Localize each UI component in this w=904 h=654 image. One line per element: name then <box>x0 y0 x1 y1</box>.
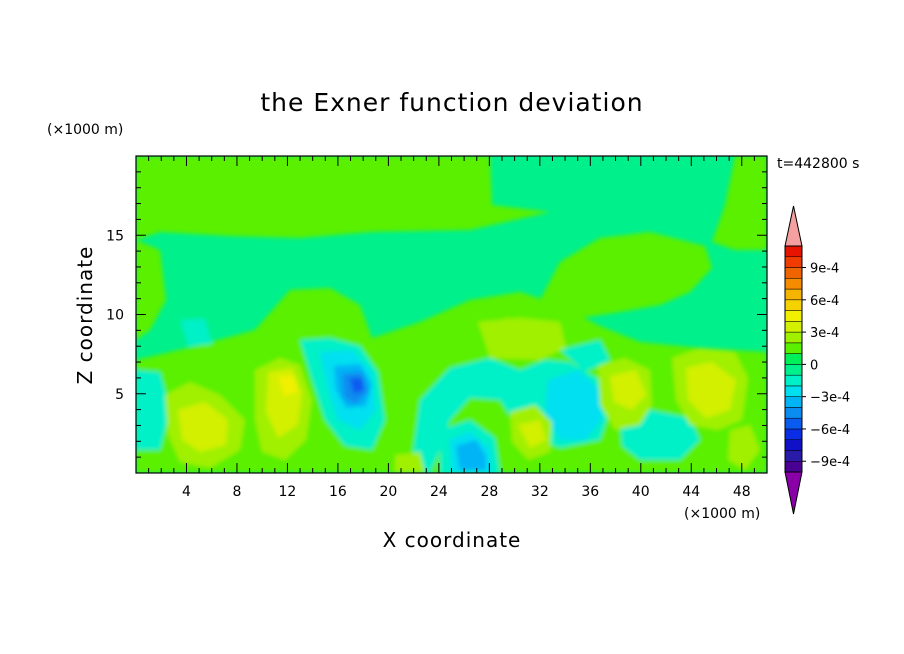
contour-region <box>540 232 712 318</box>
colorbar-tick-label: −3e-4 <box>810 391 850 406</box>
colorbar-swatch <box>784 267 803 279</box>
colorbar-swatch <box>784 288 803 301</box>
contour-region <box>728 425 760 470</box>
contour-region <box>500 318 552 352</box>
y-unit-label: (×1000 m) <box>47 122 123 138</box>
colorbar-tick-label: 3e-4 <box>810 326 839 341</box>
colorbar-tick-label: 9e-4 <box>810 262 839 277</box>
contour-region <box>712 156 767 250</box>
contour-region <box>610 370 646 410</box>
colorbar-tick-label: −9e-4 <box>810 455 850 470</box>
x-tick-label: 32 <box>531 484 549 500</box>
colorbar-swatch <box>784 396 803 408</box>
contour-region <box>686 362 736 418</box>
y-tick-label: 10 <box>106 308 124 324</box>
colorbar-high-triangle <box>784 205 803 247</box>
contour-field <box>136 156 767 473</box>
contour-region <box>136 370 170 450</box>
colorbar-swatch <box>784 321 803 333</box>
x-tick-label: 20 <box>379 484 397 500</box>
colorbar-swatch <box>784 374 803 387</box>
x-axis: 4 8 12 16 20 24 28 32 36 40 44 48 <box>148 156 755 500</box>
colorbar-swatch <box>784 310 803 322</box>
colorbar-frame <box>784 245 803 473</box>
colorbar-swatch <box>784 342 803 354</box>
colorbar-tick-label: 6e-4 <box>810 294 839 309</box>
colorbar-swatch <box>784 439 803 451</box>
contour-region <box>395 452 425 473</box>
x-tick-label: 12 <box>279 484 297 500</box>
x-tick-label: 36 <box>581 484 599 500</box>
contour-regions <box>136 156 767 473</box>
contour-region <box>456 440 486 470</box>
x-tick-label: 44 <box>682 484 700 500</box>
colorbar-swatch <box>784 353 803 365</box>
y-axis-label: Z coordinate <box>73 246 97 385</box>
x-tick-label: 28 <box>480 484 498 500</box>
colorbar-swatch <box>784 450 803 462</box>
contour-region <box>178 402 228 452</box>
y-axis: 5 10 15 <box>106 171 767 458</box>
colorbar: 9e-4 6e-4 3e-4 0 −3e-4 −6e-4 −9e-4 <box>784 205 850 515</box>
x-axis-label: X coordinate <box>383 528 522 552</box>
x-tick-label: 16 <box>329 484 347 500</box>
colorbar-low-triangle <box>784 471 803 515</box>
colorbar-swatch <box>784 407 803 419</box>
colorbar-swatch <box>784 460 803 473</box>
colorbar-swatch <box>784 278 803 290</box>
colorbar-swatch <box>784 428 803 440</box>
contour-region <box>560 340 610 372</box>
x-unit-label: (×1000 m) <box>684 506 760 522</box>
x-tick-label: 4 <box>182 484 191 500</box>
colorbar-tick-label: 0 <box>810 358 818 373</box>
time-label: t=442800 s <box>777 156 859 172</box>
contour-region <box>350 378 364 394</box>
contour-region <box>136 156 550 240</box>
x-tick-label: 40 <box>632 484 650 500</box>
colorbar-swatch <box>784 364 803 376</box>
colorbar-swatch <box>784 299 803 311</box>
y-tick-label: 5 <box>115 387 124 403</box>
colorbar-swatch <box>784 245 803 258</box>
contour-region <box>180 318 212 346</box>
contour-region <box>545 370 602 440</box>
colorbar-swatch <box>784 417 803 430</box>
colorbar-swatch <box>784 331 803 344</box>
contour-region <box>518 420 546 448</box>
colorbar-tick-label: −6e-4 <box>810 423 850 438</box>
x-tick-label: 48 <box>733 484 751 500</box>
x-tick-label: 8 <box>232 484 241 500</box>
y-tick-label: 15 <box>106 228 124 244</box>
chart-title: the Exner function deviation <box>260 88 643 117</box>
x-tick-label: 24 <box>430 484 448 500</box>
colorbar-swatch <box>784 385 803 397</box>
contour-region <box>278 376 298 396</box>
colorbar-swatch <box>784 256 803 268</box>
